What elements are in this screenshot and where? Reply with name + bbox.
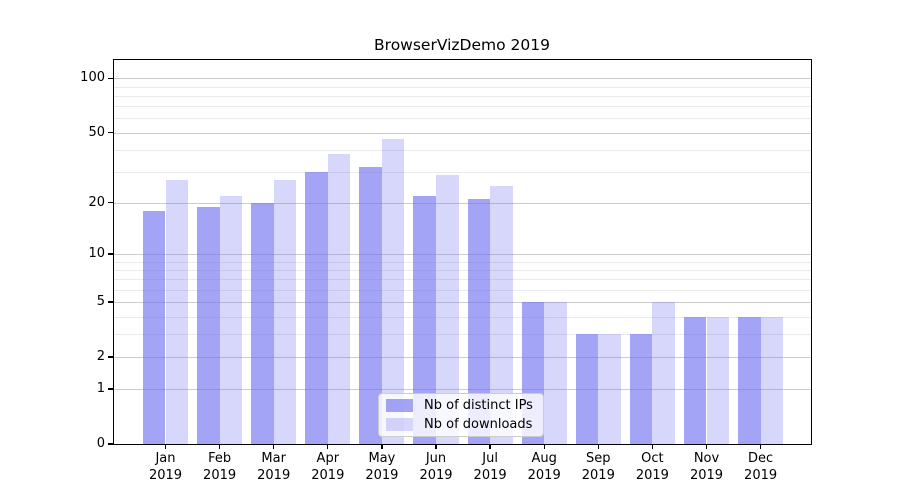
legend: Nb of distinct IPs Nb of downloads xyxy=(378,393,544,437)
gridline-minor xyxy=(114,118,811,120)
y-axis-tick-mark xyxy=(108,301,114,303)
bar-downloads-oct xyxy=(652,302,675,444)
chart-title: BrowserVizDemo 2019 xyxy=(374,36,550,54)
y-axis-tick-mark xyxy=(108,202,114,204)
x-axis-tick-label: May 2019 xyxy=(365,451,399,483)
gridline-major xyxy=(114,132,811,134)
bar-distinct-ips-apr xyxy=(305,171,328,444)
x-axis-tick-label: Feb 2019 xyxy=(203,451,237,483)
bar-distinct-ips-sep xyxy=(575,334,599,444)
gridline-major xyxy=(114,202,811,204)
x-axis-tick-label: Apr 2019 xyxy=(311,451,345,483)
gridline-major xyxy=(114,389,811,391)
bar-distinct-ips-jan xyxy=(142,210,166,444)
gridline-minor xyxy=(114,279,811,281)
gridline-minor xyxy=(114,316,811,318)
x-axis-tick-mark xyxy=(327,444,329,449)
y-axis-tick-mark xyxy=(108,253,114,255)
y-axis-tick-label: 100 xyxy=(80,70,105,86)
bar-downloads-jun xyxy=(436,174,459,444)
bar-downloads-may xyxy=(381,138,405,444)
gridline-minor xyxy=(114,95,811,97)
bar-distinct-ips-mar xyxy=(251,202,274,444)
y-axis-tick-mark xyxy=(108,443,114,445)
y-axis-tick-label: 1 xyxy=(96,381,105,397)
x-axis-tick-mark xyxy=(759,444,762,449)
y-axis-tick-label: 0 xyxy=(96,436,105,451)
gridline-minor xyxy=(114,86,811,88)
y-axis-tick-label: 10 xyxy=(88,246,105,261)
legend-entry-distinct-ips: Nb of distinct IPs xyxy=(386,398,536,413)
x-axis-tick-label: Jan 2019 xyxy=(148,451,183,483)
gridline-minor xyxy=(114,171,811,173)
bar-downloads-mar xyxy=(273,180,297,444)
y-axis-tick-mark xyxy=(108,77,114,79)
x-axis-tick-mark xyxy=(543,444,545,449)
bar-downloads-jan xyxy=(165,180,189,444)
bar-downloads-dec xyxy=(760,316,784,444)
gridline-minor xyxy=(114,106,811,108)
legend-entry-downloads: Nb of downloads xyxy=(386,417,536,432)
y-axis-tick-mark xyxy=(108,356,114,358)
bar-distinct-ips-dec xyxy=(738,316,761,444)
gridline-minor xyxy=(114,289,811,291)
x-axis-tick-label: Oct 2019 xyxy=(635,451,669,483)
bar-downloads-nov xyxy=(706,316,730,444)
bar-distinct-ips-may xyxy=(359,166,382,444)
y-axis-tick-mark xyxy=(108,388,114,390)
x-axis-tick-mark xyxy=(489,444,491,449)
legend-swatch-downloads xyxy=(386,418,413,431)
gridline-major xyxy=(114,302,811,303)
legend-swatch-distinct-ips xyxy=(386,399,413,412)
gridline-minor xyxy=(114,334,811,336)
bar-downloads-feb xyxy=(219,195,243,444)
gridline-minor xyxy=(114,269,811,271)
y-axis-tick-label: 5 xyxy=(96,294,105,309)
x-axis-tick-mark xyxy=(164,444,167,449)
x-axis-tick-label: Jun 2019 xyxy=(419,451,453,483)
legend-label-distinct-ips: Nb of distinct IPs xyxy=(424,398,533,413)
plot-area xyxy=(114,60,811,444)
x-axis-tick-label: Sep 2019 xyxy=(581,451,615,483)
bar-distinct-ips-jul xyxy=(467,199,491,444)
y-axis-tick-label: 50 xyxy=(88,124,105,140)
bar-downloads-aug xyxy=(544,302,567,444)
bar-downloads-jul xyxy=(490,185,513,444)
x-axis-tick-label: Jul 2019 xyxy=(473,451,507,483)
legend-label-downloads: Nb of downloads xyxy=(424,417,533,432)
x-axis-tick-mark xyxy=(705,444,708,449)
x-axis-tick-mark xyxy=(597,444,599,449)
bar-distinct-ips-nov xyxy=(683,316,707,444)
gridline-major xyxy=(114,78,811,80)
x-axis-tick-mark xyxy=(381,444,383,449)
x-axis-tick-mark xyxy=(651,444,654,449)
bar-distinct-ips-jun xyxy=(413,195,436,444)
x-axis-tick-label: Aug 2019 xyxy=(527,451,561,483)
gridline-major xyxy=(114,356,811,358)
bar-downloads-apr xyxy=(327,153,351,444)
y-axis-tick-mark xyxy=(108,131,114,134)
bar-downloads-sep xyxy=(598,334,621,444)
y-axis-tick-label: 20 xyxy=(88,194,105,210)
bar-distinct-ips-oct xyxy=(629,334,653,444)
bar-distinct-ips-feb xyxy=(197,206,220,444)
x-axis-tick-mark xyxy=(218,444,221,449)
gridline-minor xyxy=(114,261,811,263)
x-axis-tick-label: Dec 2019 xyxy=(744,451,778,483)
x-axis-tick-mark xyxy=(273,444,275,449)
x-axis-tick-mark xyxy=(435,444,437,449)
y-axis-tick-label: 2 xyxy=(96,348,105,364)
gridline-minor xyxy=(114,149,811,151)
x-axis-tick-label: Nov 2019 xyxy=(689,451,724,483)
x-axis-tick-label: Mar 2019 xyxy=(257,451,291,483)
gridline-major xyxy=(114,254,811,255)
